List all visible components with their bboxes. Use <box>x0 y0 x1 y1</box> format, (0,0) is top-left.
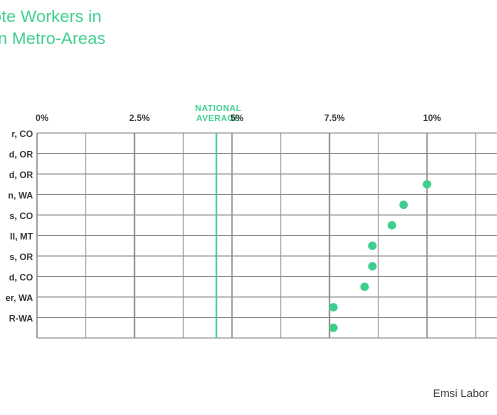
category-label: s, CO <box>9 211 33 221</box>
data-point <box>422 179 432 189</box>
data-point <box>387 220 397 230</box>
category-label: d, CO <box>9 273 33 283</box>
category-label: r, CO <box>11 129 33 139</box>
category-label: s, OR <box>9 252 33 262</box>
category-label: d, OR <box>9 150 33 160</box>
category-label: R-WA <box>9 314 33 324</box>
x-tick-label: 5% <box>230 113 243 123</box>
data-point <box>360 282 369 292</box>
national-average-label-line: AVERAGE <box>196 113 240 123</box>
category-label: er, WA <box>5 293 33 303</box>
data-points <box>329 179 432 333</box>
data-point <box>329 302 338 312</box>
category-label: ll, MT <box>10 232 33 242</box>
source-note: Emsi Labor <box>433 388 489 400</box>
x-tick-label: 10% <box>423 113 441 123</box>
data-point <box>329 323 338 333</box>
grid <box>36 132 497 339</box>
chart-title-line-2: tern Metro-Areas <box>0 29 106 48</box>
data-point <box>399 200 408 210</box>
chart-title-line-1: mote Workers in <box>0 7 102 26</box>
x-tick-label: 0% <box>35 113 48 123</box>
national-average-label-line: NATIONAL <box>195 103 241 113</box>
chart-title: mote Workers in tern Metro-Areas <box>0 6 106 50</box>
data-point <box>368 261 377 271</box>
data-point <box>368 241 377 251</box>
category-labels: r, CO d, OR d, OR n, WA s, CO ll, MT s, OR d, C… <box>5 129 33 324</box>
x-axis-tick-labels: 0% 2.5% 5% 7.5% 10% <box>35 113 441 123</box>
category-label: d, OR <box>9 170 33 180</box>
x-tick-label: 7.5% <box>324 113 345 123</box>
category-label: n, WA <box>8 191 33 201</box>
x-tick-label: 2.5% <box>129 113 150 123</box>
